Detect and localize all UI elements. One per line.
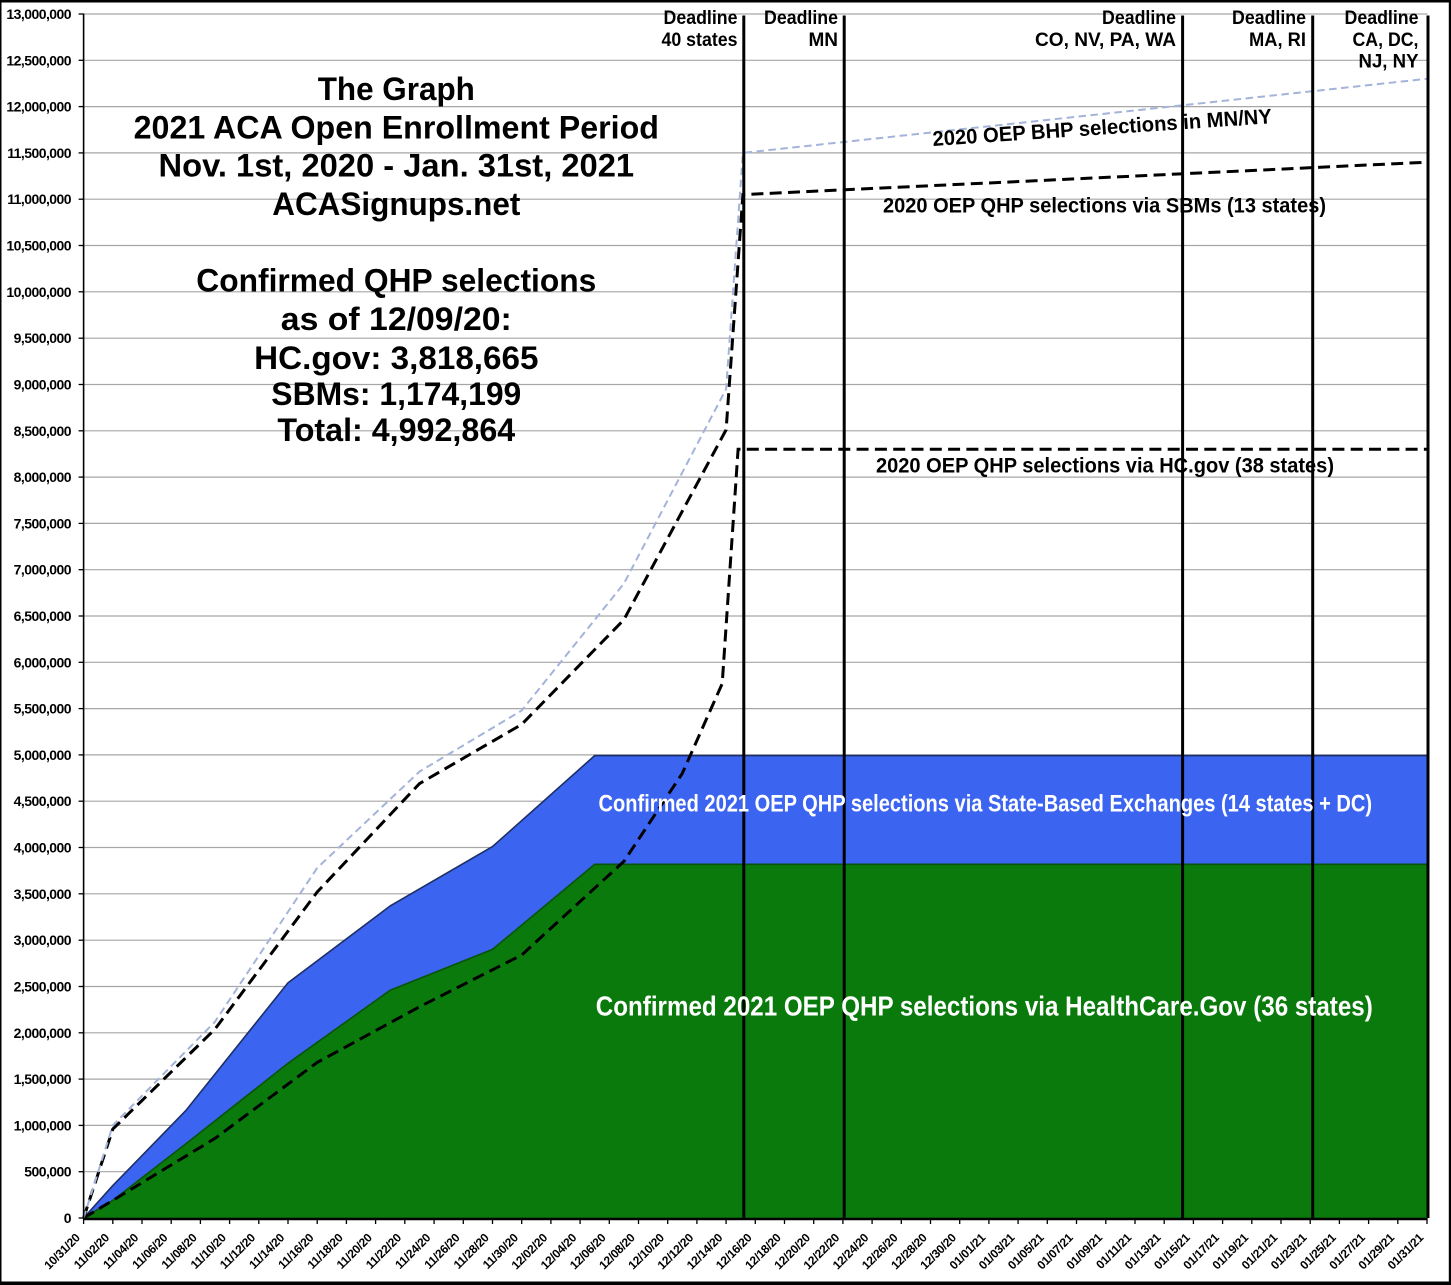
svg-text:9,500,000: 9,500,000 xyxy=(14,330,72,346)
svg-text:12,000,000: 12,000,000 xyxy=(6,99,71,115)
svg-text:7,500,000: 7,500,000 xyxy=(14,515,72,531)
svg-text:as of 12/09/20:: as of 12/09/20: xyxy=(281,301,512,337)
svg-text:The Graph: The Graph xyxy=(318,71,475,107)
svg-text:6,500,000: 6,500,000 xyxy=(14,608,72,624)
svg-text:4,000,000: 4,000,000 xyxy=(14,840,72,856)
svg-text:13,000,000: 13,000,000 xyxy=(6,6,71,22)
svg-text:500,000: 500,000 xyxy=(24,1164,72,1180)
svg-text:8,500,000: 8,500,000 xyxy=(14,423,72,439)
svg-text:5,000,000: 5,000,000 xyxy=(14,747,72,763)
svg-text:6,000,000: 6,000,000 xyxy=(14,654,72,670)
svg-text:2,000,000: 2,000,000 xyxy=(14,1025,72,1041)
svg-text:10,500,000: 10,500,000 xyxy=(6,238,71,254)
svg-text:1,500,000: 1,500,000 xyxy=(14,1071,72,1087)
svg-text:2021 ACA Open Enrollment Perio: 2021 ACA Open Enrollment Period xyxy=(134,109,659,145)
svg-text:3,000,000: 3,000,000 xyxy=(14,932,72,948)
svg-text:12,500,000: 12,500,000 xyxy=(6,52,71,68)
svg-text:1,000,000: 1,000,000 xyxy=(14,1117,72,1133)
svg-text:11,000,000: 11,000,000 xyxy=(7,191,72,207)
svg-text:HC.gov: 3,818,665: HC.gov: 3,818,665 xyxy=(254,340,538,376)
svg-text:Nov. 1st, 2020 - Jan. 31st, 20: Nov. 1st, 2020 - Jan. 31st, 2021 xyxy=(159,148,635,184)
svg-text:SBMs: 1,174,199: SBMs: 1,174,199 xyxy=(271,376,521,412)
svg-text:11,500,000: 11,500,000 xyxy=(7,145,72,161)
svg-text:5,500,000: 5,500,000 xyxy=(14,701,72,717)
svg-text:Confirmed 2021 OEP QHP selecti: Confirmed 2021 OEP QHP selections via He… xyxy=(596,991,1373,1022)
svg-text:Confirmed QHP selections: Confirmed QHP selections xyxy=(196,262,596,298)
svg-text:7,000,000: 7,000,000 xyxy=(14,562,72,578)
svg-text:Total: 4,992,864: Total: 4,992,864 xyxy=(277,412,515,448)
svg-text:2,500,000: 2,500,000 xyxy=(14,979,72,995)
svg-text:0: 0 xyxy=(64,1210,72,1226)
svg-text:10,000,000: 10,000,000 xyxy=(6,284,71,300)
svg-text:Confirmed 2021 OEP QHP selecti: Confirmed 2021 OEP QHP selections via St… xyxy=(599,791,1373,818)
svg-text:8,000,000: 8,000,000 xyxy=(14,469,72,485)
svg-text:2020 OEP QHP selections via HC: 2020 OEP QHP selections via HC.gov (38 s… xyxy=(876,455,1334,478)
svg-text:9,000,000: 9,000,000 xyxy=(14,377,72,393)
svg-text:3,500,000: 3,500,000 xyxy=(14,886,72,902)
svg-text:2020 OEP QHP selections via SB: 2020 OEP QHP selections via SBMs (13 sta… xyxy=(883,195,1326,218)
svg-text:ACASignups.net: ACASignups.net xyxy=(272,186,520,222)
svg-text:4,500,000: 4,500,000 xyxy=(14,793,72,809)
